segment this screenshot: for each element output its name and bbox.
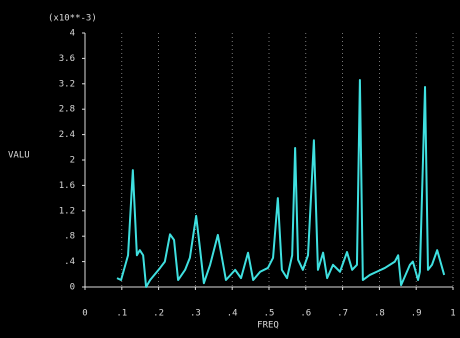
y-tick-label: .4 — [64, 257, 75, 267]
x-tick-label: .2 — [153, 309, 164, 319]
y-tick-label: 1.6 — [59, 181, 75, 191]
x-tick-label: .9 — [411, 309, 422, 319]
y-tick-label: 1.2 — [59, 206, 75, 216]
data-line — [116, 78, 446, 288]
x-tick-label: .4 — [227, 309, 238, 319]
y-tick-label: .8 — [64, 232, 75, 242]
annotation: (x10**-3) — [48, 14, 97, 24]
y-tick-label: 3.6 — [59, 54, 75, 64]
y-tick-label: 0 — [70, 283, 75, 293]
y-tick-label: 4 — [70, 29, 75, 39]
y-tick-label: 2.8 — [59, 105, 75, 115]
x-tick-label: .8 — [374, 309, 385, 319]
y-tick-label: 2.4 — [59, 130, 75, 140]
x-axis-label: FREQ — [257, 321, 279, 331]
y-axis-label: VALU — [8, 151, 30, 161]
y-tick-label: 3.2 — [59, 79, 75, 89]
y-tick-label: 2 — [70, 156, 75, 166]
x-tick-label: .3 — [190, 309, 201, 319]
x-tick-label: .5 — [264, 309, 275, 319]
x-tick-label: 0 — [82, 309, 87, 319]
x-tick-label: .7 — [337, 309, 348, 319]
x-tick-label: 1 — [450, 309, 455, 319]
x-tick-label: .6 — [300, 309, 311, 319]
x-tick-label: .1 — [116, 309, 127, 319]
